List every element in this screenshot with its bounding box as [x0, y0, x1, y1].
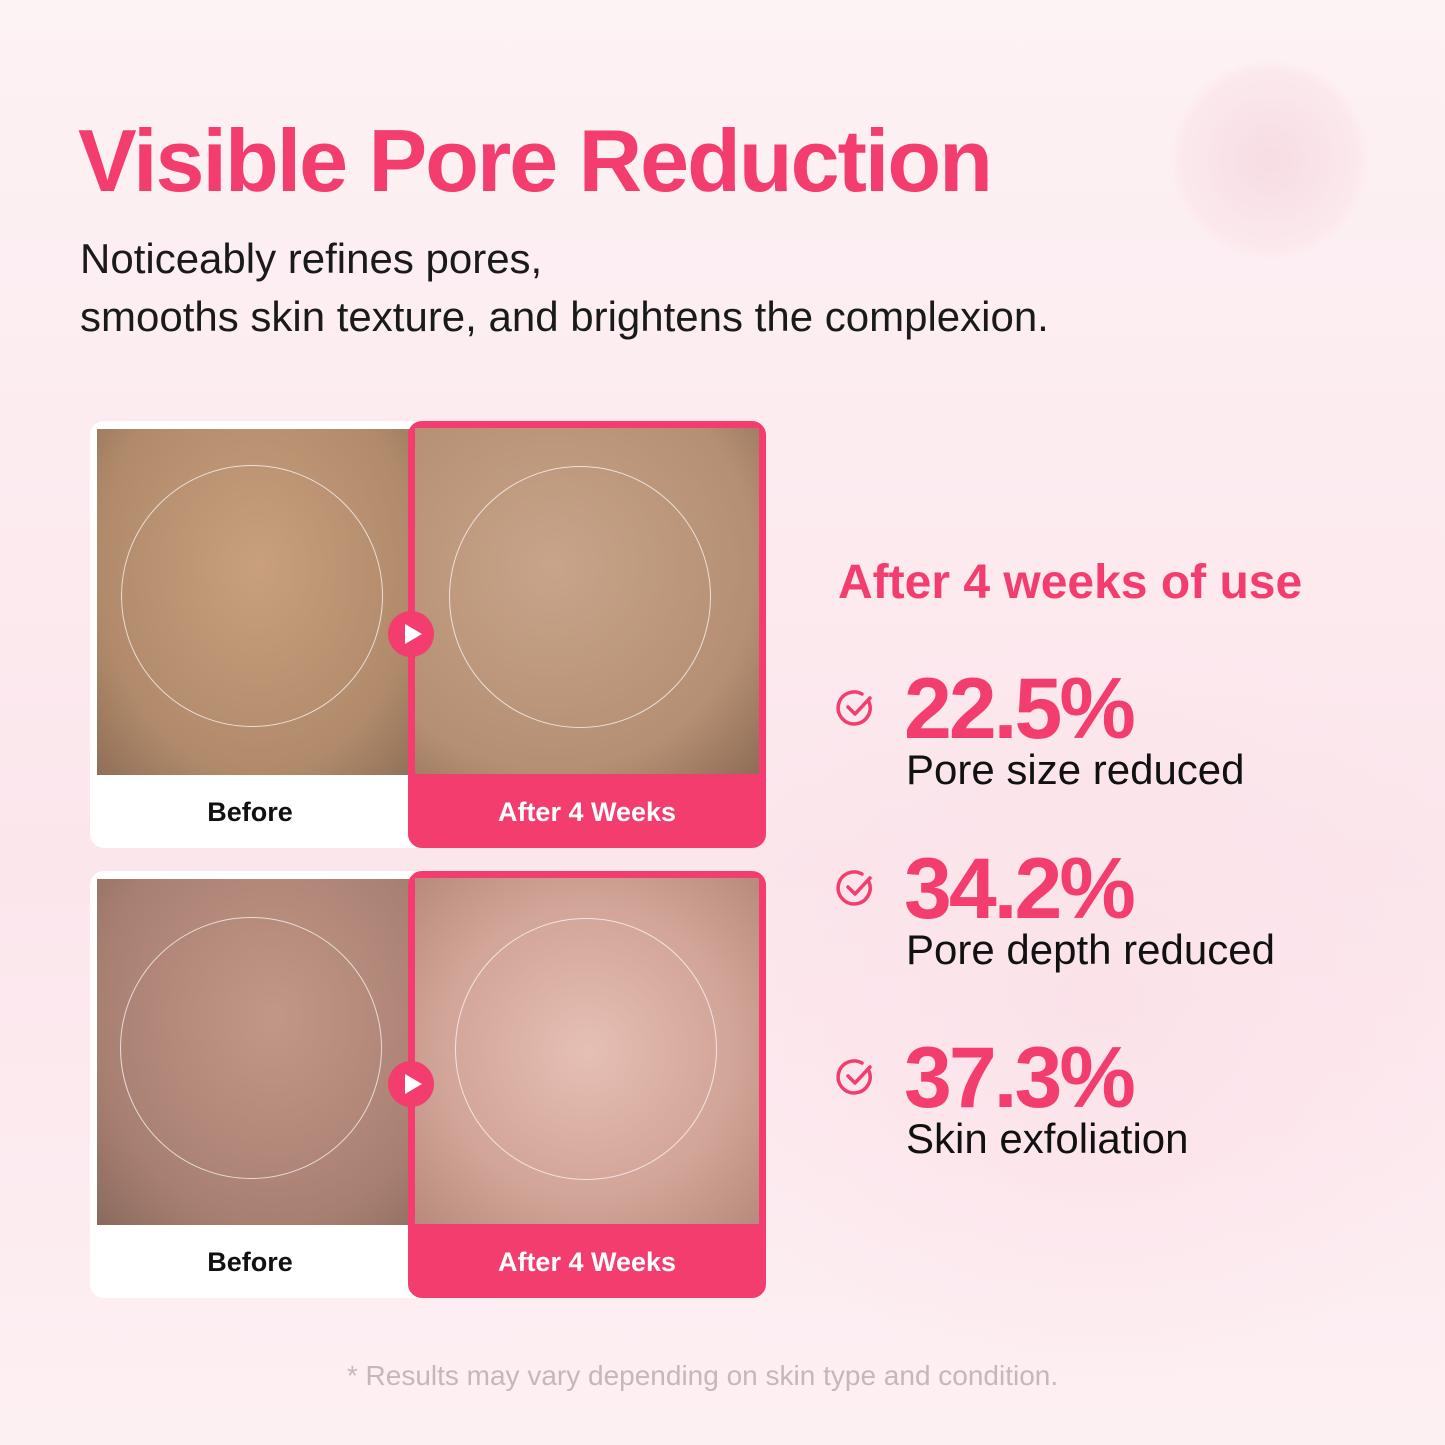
- highlight-circle: [449, 466, 711, 728]
- highlight-circle: [455, 918, 717, 1180]
- before-photo: [97, 429, 417, 775]
- results-heading: After 4 weeks of use: [838, 556, 1303, 609]
- play-arrow-icon: [388, 611, 434, 657]
- page-title: Visible Pore Reduction: [78, 111, 993, 210]
- stat-label: Pore size reduced: [906, 746, 1245, 793]
- highlight-circle: [120, 917, 382, 1179]
- play-arrow-icon: [388, 1061, 434, 1107]
- after-frame: [408, 871, 766, 1298]
- check-circle-icon: [836, 1059, 872, 1095]
- highlight-circle: [121, 465, 383, 727]
- after-photo: [415, 428, 759, 774]
- comparison-card-2: Before After 4 Weeks: [90, 871, 766, 1298]
- stat-label: Skin exfoliation: [906, 1115, 1189, 1162]
- stat-value: 37.3%: [904, 1030, 1136, 1126]
- before-label: Before: [207, 797, 293, 827]
- check-circle-icon: [836, 690, 872, 726]
- after-label: After 4 Weeks: [497, 1247, 677, 1277]
- after-label: After 4 Weeks: [497, 797, 677, 827]
- before-photo: [97, 879, 417, 1225]
- subtitle-line-2: smooths skin texture, and brightens the …: [80, 293, 1049, 340]
- after-photo: [415, 878, 759, 1224]
- footnote: * Results may vary depending on skin typ…: [346, 1360, 1059, 1391]
- stat-value: 34.2%: [904, 841, 1136, 937]
- stat-value: 22.5%: [904, 661, 1136, 757]
- subtitle: Noticeably refines pores, smooths skin t…: [80, 230, 1049, 346]
- check-circle-icon: [836, 870, 872, 906]
- comparison-card-1: Before After 4 Weeks: [90, 421, 766, 848]
- stat-label: Pore depth reduced: [906, 926, 1275, 973]
- before-label: Before: [207, 1247, 293, 1277]
- after-frame: [408, 421, 766, 848]
- subtitle-line-1: Noticeably refines pores,: [80, 235, 543, 282]
